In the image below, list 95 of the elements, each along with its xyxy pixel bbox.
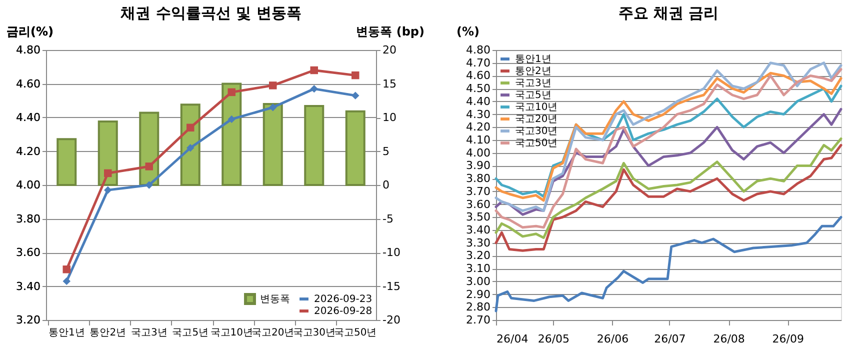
bar (304, 105, 324, 186)
x-tick-label: 국고30년 (292, 328, 336, 338)
legend-label: 2026-09-23 (314, 294, 372, 305)
x-tick-label: 국고10년 (210, 328, 253, 338)
y2-tick-label: -20 (382, 314, 400, 326)
x-tick-label: 통안1년 (48, 328, 85, 338)
y-tick-label: 3.30 (466, 236, 490, 250)
y-tick-label: 4.50 (466, 82, 490, 96)
y-tick-label: 3.40 (16, 280, 40, 293)
y-tick-label: 2.90 (466, 288, 490, 301)
chart-title: 주요 채권 금리 (618, 4, 719, 22)
y-tick-label: 2.70 (466, 314, 490, 326)
y-tick-label: 4.60 (466, 69, 490, 82)
legend-label: 통안1년 (515, 54, 552, 65)
y-tick-label: 3.50 (466, 210, 490, 224)
legend-label: 국고20년 (515, 114, 558, 125)
point (269, 104, 277, 112)
y-tick-label: 3.00 (466, 274, 490, 288)
bar (262, 103, 283, 186)
bar (222, 82, 242, 186)
y-tick-label: 3.60 (466, 198, 490, 211)
x-tick-label: 국고20년 (252, 328, 294, 338)
legend-label: 국고50년 (515, 138, 558, 149)
x-tick-label: 26/06 (596, 332, 629, 346)
x-tick-label: 국고50년 (334, 328, 377, 338)
y-tick-label: 4.10 (466, 134, 490, 146)
legend-label: 국고3년 (515, 78, 552, 89)
point (62, 266, 70, 274)
y2-tick-label: 5 (382, 144, 390, 158)
y2-tick-label: -10 (382, 246, 400, 259)
legend-label: 국고10년 (515, 102, 558, 113)
x-tick-label: 통안2년 (90, 328, 126, 338)
x-tick-label: 26/09 (772, 332, 804, 346)
bar (56, 138, 77, 186)
y-tick-label: 4.30 (466, 108, 490, 121)
y-tick-label: 4.20 (466, 120, 490, 134)
y-tick-label: 3.60 (16, 246, 40, 259)
legend-label: 국고30년 (515, 126, 558, 137)
y-tick-label: 3.20 (16, 314, 40, 326)
x-tick-label: 26/08 (713, 332, 745, 346)
y2-tick-label: 10 (382, 111, 396, 124)
x-tick-label: 국고5년 (172, 328, 209, 338)
y2-tick-label: 15 (382, 77, 396, 90)
y-tick-label: 4.80 (16, 44, 40, 56)
x-tick-label: 국고3년 (130, 328, 168, 338)
point (186, 144, 194, 152)
y2-tick-label: -15 (382, 280, 400, 293)
chart-title: 채권 수익률곡선 및 변동폭 (120, 4, 302, 22)
y-tick-label: 3.20 (466, 249, 490, 262)
y-tick-label: 3.80 (466, 172, 490, 186)
y-tick-label: 4.60 (16, 77, 40, 90)
x-tick-label: 26/04 (496, 332, 528, 346)
y-tick-label: 4.70 (466, 56, 490, 70)
y2-tick-label: 20 (382, 44, 396, 56)
y2-tick-label: 0 (382, 178, 390, 192)
legend-label: 변동폭 (260, 294, 290, 305)
y-tick-label: 4.40 (466, 94, 490, 108)
point (269, 82, 277, 90)
y-tick-label: 4.20 (16, 144, 40, 158)
bar (139, 112, 160, 186)
point (62, 277, 70, 286)
y-tick-label: 3.40 (466, 224, 490, 236)
point (310, 66, 318, 74)
y-tick-label: 2.80 (466, 300, 490, 314)
legend-label: 2026-09-28 (314, 306, 372, 317)
y-tick-label: 3.70 (466, 184, 490, 198)
line-series (494, 137, 842, 239)
point (310, 84, 318, 93)
y-axis-title: (%) (456, 24, 480, 38)
point (186, 124, 194, 132)
bar (98, 120, 118, 186)
point (145, 181, 153, 189)
point (104, 169, 112, 178)
point (228, 115, 236, 124)
y-tick-label: 4.00 (16, 178, 40, 192)
y2-tick-label: -5 (382, 212, 394, 226)
point (145, 162, 153, 170)
point (228, 88, 236, 96)
legend-label: 통안2년 (515, 66, 552, 77)
y-axis-title: 금리(%) (6, 24, 54, 38)
y-tick-label: 4.00 (466, 146, 490, 160)
x-tick-label: 26/05 (538, 332, 570, 346)
point (352, 92, 360, 100)
point (352, 71, 360, 80)
y-tick-label: 3.90 (466, 159, 490, 172)
bar (345, 110, 366, 186)
line-series (494, 216, 842, 312)
y-tick-label: 3.80 (16, 212, 40, 226)
y-tick-label: 4.40 (16, 111, 40, 124)
x-tick-label: 26/07 (654, 332, 686, 346)
y-tick-label: 3.10 (466, 262, 490, 276)
point (104, 186, 112, 194)
y-tick-label: 4.80 (466, 44, 490, 56)
y2-axis-title: 변동폭 (bp) (356, 24, 424, 38)
legend-label: 국고5년 (515, 90, 552, 101)
